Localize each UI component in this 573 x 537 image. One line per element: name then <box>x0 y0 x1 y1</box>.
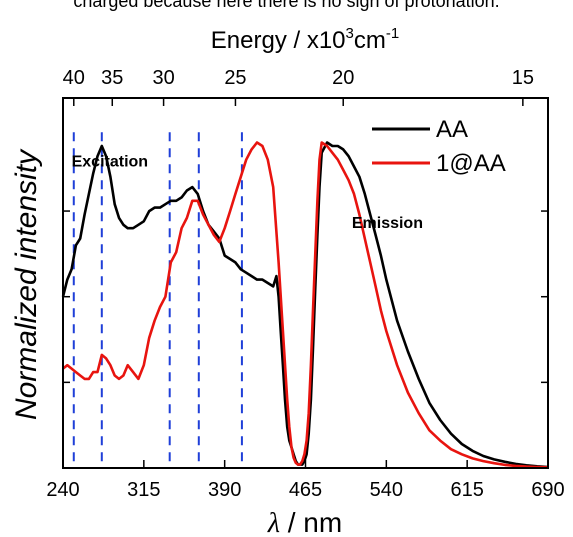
x-tick-label-615: 615 <box>450 479 483 501</box>
caption-text: charged because here there is no sign of… <box>73 0 500 11</box>
x-tick-label-240: 240 <box>46 479 79 501</box>
top-tick-label-30: 30 <box>152 67 174 89</box>
y-axis-label: Normalized intensity <box>10 148 43 420</box>
top-tick-label-40: 40 <box>63 67 85 89</box>
top-tick-label-35: 35 <box>101 67 123 89</box>
series-line-1aa <box>62 141 549 469</box>
plot-layer <box>61 132 549 469</box>
x-tick-label-315: 315 <box>127 479 160 501</box>
legend-label-aa: AA <box>436 116 468 143</box>
legend-label-1aa: 1@AA <box>436 150 506 177</box>
annotation-emission: Emission <box>352 215 423 232</box>
legend: AA 1@AA <box>372 116 506 177</box>
x-tick-label-465: 465 <box>289 479 322 501</box>
top-axis-label: Energy / x103cm-1 <box>211 25 399 54</box>
x-tick-label-690: 690 <box>531 479 564 501</box>
annotation-excitation: Excitation <box>72 154 148 171</box>
x-tick-label-390: 390 <box>208 479 241 501</box>
x-axis-label: λ / nm <box>267 507 342 537</box>
top-tick-label-15: 15 <box>512 67 534 89</box>
top-tick-label-20: 20 <box>332 67 354 89</box>
x-tick-label-540: 540 <box>370 479 403 501</box>
top-tick-label-25: 25 <box>224 67 246 89</box>
series-line-aa <box>61 141 549 469</box>
